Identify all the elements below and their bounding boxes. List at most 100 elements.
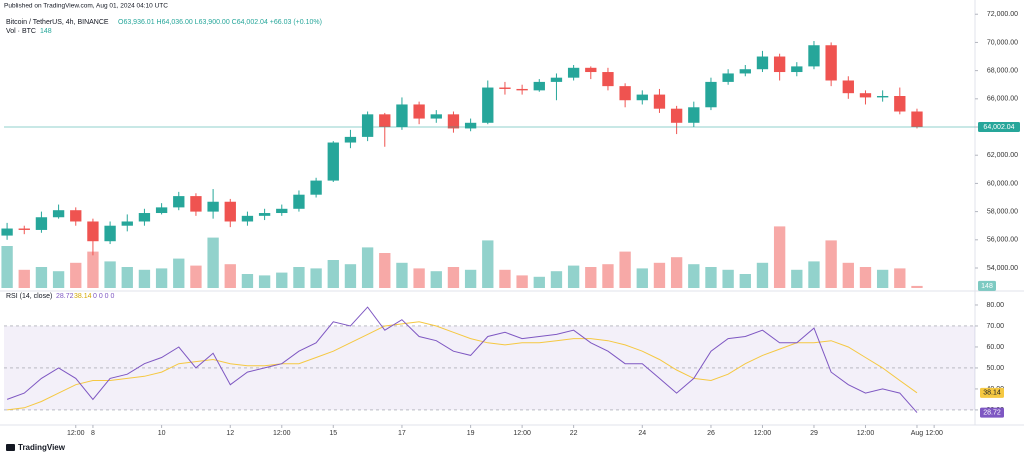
candle-body	[808, 45, 820, 67]
volume-bar	[739, 274, 751, 288]
volume-bar	[859, 267, 872, 288]
volume-bar	[791, 269, 803, 288]
volume-bar	[670, 257, 683, 288]
volume-bar	[310, 268, 322, 288]
candle-body	[190, 196, 202, 212]
volume-legend-value: 148	[40, 28, 52, 35]
y-tick-label: 60,000.00	[987, 180, 1018, 187]
volume-bar	[533, 276, 545, 288]
volume-bar	[190, 265, 202, 288]
symbol-title: Bitcoin / TetherUS, 4h, BINANCE	[6, 19, 109, 26]
brand-logo: TradingView	[6, 443, 66, 452]
volume-bar	[52, 271, 65, 288]
x-tick-label: 15	[329, 430, 337, 437]
candle-body	[1, 228, 13, 236]
candle-body	[52, 210, 65, 218]
volume-bar	[293, 267, 305, 288]
candle-body	[585, 67, 597, 73]
volume-bar	[35, 267, 48, 288]
candle-body	[87, 221, 99, 242]
candle-body	[791, 66, 803, 73]
volume-tag	[978, 280, 996, 291]
x-tick-label: Aug	[911, 430, 924, 437]
x-tick-label: 22	[570, 430, 578, 437]
candle-body	[361, 114, 374, 137]
rsi-title: RSI (14, close)	[6, 293, 52, 300]
volume-bar	[241, 274, 254, 288]
candle-body	[18, 228, 30, 230]
y-tick-label: 58,000.00	[987, 208, 1018, 215]
x-tick-label: 12:00	[513, 430, 531, 437]
candle-body	[756, 56, 769, 70]
candle-body	[722, 73, 734, 82]
candle-body	[464, 122, 477, 129]
volume-bar	[464, 269, 477, 288]
volume-bar	[447, 267, 460, 288]
y-tick-label: 72,000.00	[987, 11, 1018, 18]
candle-body	[482, 87, 494, 123]
rsi-ma-line	[7, 321, 918, 411]
brand-name: TradingView	[18, 443, 66, 452]
candle-body	[688, 107, 700, 123]
last-price-label: 64,002.04	[983, 124, 1014, 131]
candle-body	[894, 96, 906, 112]
candle-body	[430, 114, 442, 119]
last-price-tag	[978, 121, 1020, 132]
candle-body	[825, 45, 837, 81]
volume-bar	[396, 262, 408, 288]
candle-body	[602, 72, 614, 87]
candle-body	[705, 81, 717, 108]
volume-bar	[173, 258, 185, 288]
candle-body	[121, 221, 133, 226]
candle-body	[104, 225, 116, 242]
candle-body	[447, 114, 460, 129]
published-note: Published on TradingView.com, Aug 01, 20…	[4, 3, 168, 10]
x-tick-label: 12:00	[857, 430, 875, 437]
volume-bar	[808, 261, 820, 288]
rsi-extra: 0 0 0 0	[93, 293, 115, 300]
volume-title: Vol · BTC	[6, 28, 36, 35]
volume-bar	[842, 262, 854, 288]
rsi-ma-legend-value: 38.14	[74, 293, 92, 300]
volume-bar	[825, 240, 837, 288]
candle-body	[550, 77, 563, 82]
candle-body	[396, 104, 408, 128]
volume-bar	[602, 264, 614, 288]
x-tick-label: 12:00	[67, 430, 85, 437]
candle-body	[207, 201, 219, 212]
rsi-ma-tag	[980, 387, 1004, 398]
volume-bar	[87, 251, 99, 288]
candle-body	[379, 114, 391, 128]
x-tick-label: 24	[638, 430, 646, 437]
candle-body	[670, 108, 683, 123]
candle-body	[35, 217, 48, 230]
volume-bar	[1, 246, 13, 288]
rsi-legend-value: 28.72	[56, 293, 74, 300]
candle-body	[533, 81, 545, 91]
candle-body	[413, 104, 425, 119]
y-tick-label: 70,000.00	[987, 39, 1018, 46]
candle-body	[499, 87, 511, 89]
candle-body	[310, 180, 322, 195]
rsi-line	[6, 306, 918, 413]
volume-bar	[361, 247, 374, 288]
y-tick-label: 56,000.00	[987, 237, 1018, 244]
candle-body	[293, 194, 305, 209]
volume-bar	[121, 267, 133, 288]
x-tick-label: 12:00	[925, 430, 943, 437]
candle-body	[173, 196, 185, 208]
y-tick-label: 66,000.00	[987, 96, 1018, 103]
candle-body	[773, 56, 786, 73]
candle-body	[155, 207, 168, 214]
ohlc-text: O63,936.01 H64,036.00 L63,900.00 C64,002…	[118, 19, 322, 26]
candle-body	[327, 142, 339, 181]
volume-bar	[619, 251, 631, 288]
rsi-y-tick-label: 70.00	[986, 323, 1004, 330]
volume-bar	[379, 253, 391, 288]
volume-bar	[207, 237, 219, 288]
volume-bar	[550, 271, 563, 288]
x-tick-label: 29	[810, 430, 818, 437]
y-tick-label: 54,000.00	[987, 265, 1018, 272]
